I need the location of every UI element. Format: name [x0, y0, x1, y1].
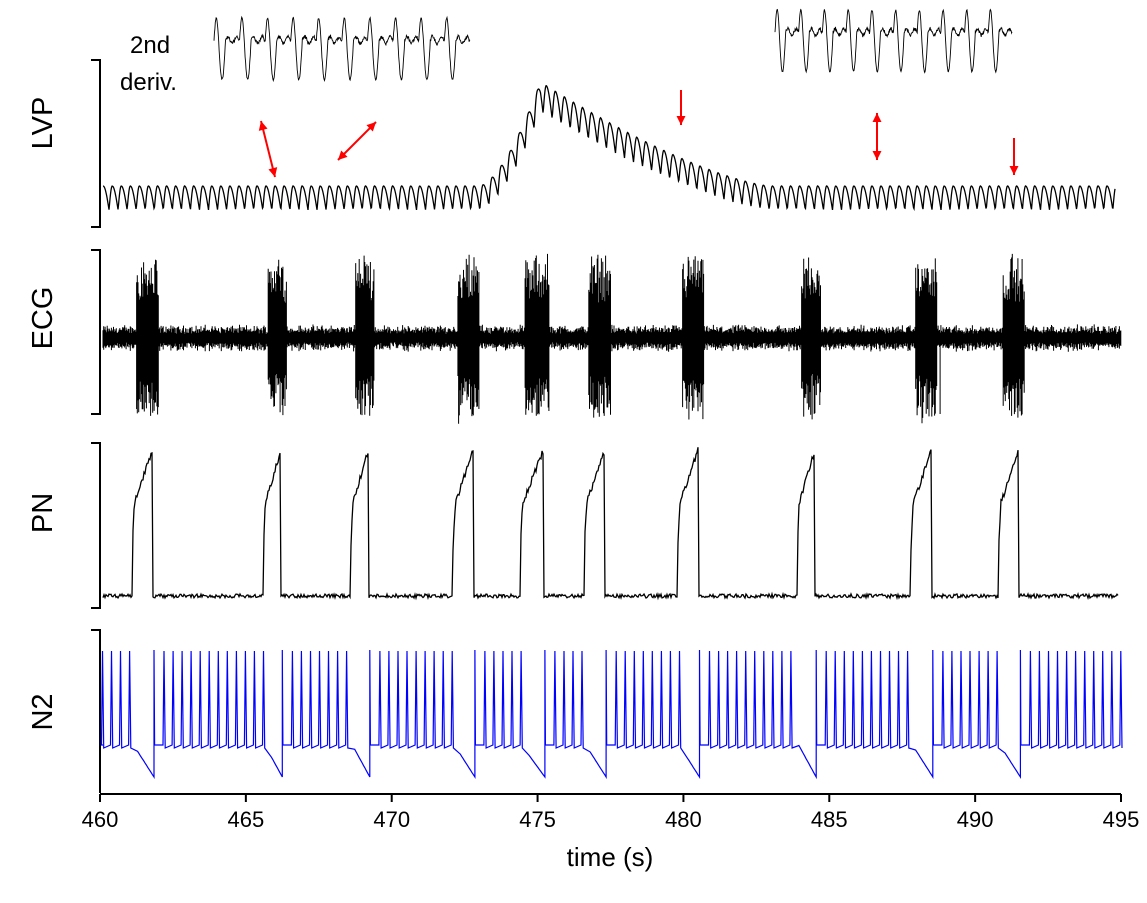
red-arrow: [1009, 138, 1019, 175]
red-arrow: [337, 121, 377, 161]
red-arrow: [872, 113, 882, 160]
annotation-arrows: [258, 90, 1019, 178]
second-derivative-inset-left: [213, 15, 471, 83]
ecg-scale-bar: [91, 249, 101, 415]
x-tick-label: 490: [957, 807, 994, 832]
x-tick-label: 475: [519, 807, 556, 832]
n2-trace-label: N2: [27, 693, 59, 730]
x-tick-label: 465: [227, 807, 264, 832]
lvp-trace-label: LVP: [27, 97, 59, 150]
lvp-scale-bar: [91, 59, 101, 228]
inset-label-line-1: 2nd: [130, 32, 170, 59]
x-tick-label: 480: [665, 807, 702, 832]
red-arrow: [258, 120, 278, 178]
second-derivative-inset-right: [774, 8, 1013, 74]
pn-trace-line: [102, 447, 1119, 601]
x-axis-ticks: 460 465 470 475 480 485 490 495: [82, 794, 1140, 832]
pn-scale-bar: [91, 442, 101, 609]
ecg-trace-line: [102, 253, 1122, 424]
n2-scale-bar: [91, 629, 101, 793]
lvp-trace-line: [103, 85, 1116, 212]
x-tick-label: 470: [373, 807, 410, 832]
x-tick-label: 460: [82, 807, 119, 832]
x-tick-label: 485: [811, 807, 848, 832]
x-axis-title: time (s): [567, 842, 654, 872]
x-tick-label: 495: [1103, 807, 1140, 832]
inset-label-line-2: deriv.: [120, 69, 177, 96]
pn-trace-label: PN: [27, 493, 59, 533]
ecg-trace-label: ECG: [27, 287, 59, 350]
red-arrow: [676, 90, 686, 125]
n2-trace-line: [100, 649, 1123, 780]
